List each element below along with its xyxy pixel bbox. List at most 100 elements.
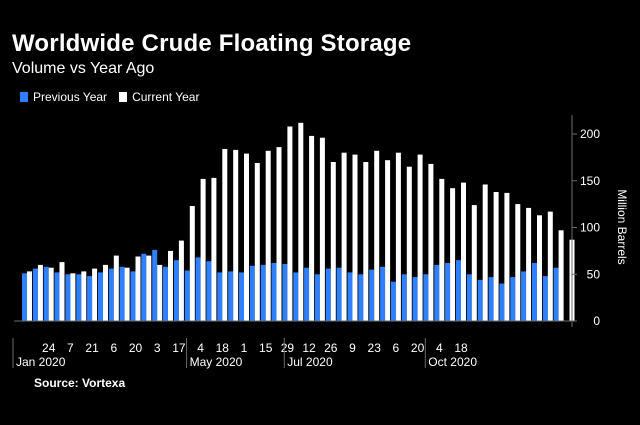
bar-current-year [363,162,369,321]
bar-previous-year [43,266,49,321]
bar-previous-year [87,276,93,321]
bar-current-year [48,267,54,321]
x-tick-label: 15 [259,341,273,355]
bar-previous-year [401,274,407,322]
legend-swatch-current-year [119,92,128,102]
bar-previous-year [152,249,158,321]
legend-swatch-previous-year [20,92,28,102]
bar-current-year [254,163,260,321]
bar-previous-year [369,269,375,321]
x-tick-label: 20 [129,341,143,355]
bar-current-year [439,178,445,321]
bar-previous-year [282,264,288,321]
x-period-label: Jan 2020 [16,355,66,369]
bar-current-year [395,152,401,321]
bar-previous-year [217,272,223,321]
bar-previous-year [65,274,71,322]
x-tick-label: 21 [85,341,99,355]
bar-current-year [103,264,108,321]
bar-previous-year [260,264,266,321]
bar-previous-year [293,272,299,321]
bar-current-year [244,153,249,321]
x-tick-label: 3 [154,341,161,355]
bar-previous-year [54,272,60,321]
bar-previous-year [314,274,320,322]
bar-current-year [341,152,347,321]
x-period-label: Jul 2020 [287,355,333,369]
chart-title: Worldwide Crude Floating Storage [12,30,412,57]
bar-current-year [374,150,380,321]
bar-previous-year [499,283,505,321]
bar-current-year [461,182,466,321]
bar-current-year [406,166,412,321]
bar-previous-year [466,274,472,322]
bar-previous-year [195,257,201,321]
bar-previous-year [347,272,353,321]
bar-previous-year [249,265,255,321]
bar-previous-year [412,277,418,321]
bar-previous-year [336,267,342,321]
x-tick-label: 6 [110,341,117,355]
bar-current-year [471,205,477,321]
bar-current-year [211,177,217,321]
bar-previous-year [358,274,364,322]
bar-current-year [287,126,293,321]
bar-previous-year [445,263,451,321]
bar-current-year [135,256,141,321]
bar-previous-year [521,271,527,321]
bar-previous-year [434,264,440,321]
chart-subtitle: Volume vs Year Ago [12,60,155,77]
x-tick-label: 7 [67,341,74,355]
bar-current-year [59,262,65,321]
x-tick-label: 26 [324,341,338,355]
bar-previous-year [304,267,310,321]
bar-previous-year [456,260,461,321]
legend-item-current-year: Current Year [119,90,199,104]
x-period-label: May 2020 [190,355,243,369]
bar-current-year [146,255,152,322]
bar-previous-year [76,274,82,322]
bar-current-year [233,149,239,321]
bar-previous-year [173,260,179,321]
bar-current-year [168,250,173,321]
y-tick-label: 50 [587,267,601,281]
x-tick-label: 29 [281,341,295,355]
bar-previous-year [228,271,234,321]
bar-current-year [92,268,98,321]
bar-current-year [385,160,391,321]
bar-previous-year [119,266,125,321]
bar-previous-year [532,263,537,321]
bar-previous-year [325,268,331,321]
bar-previous-year [553,267,559,321]
bar-current-year [558,230,564,321]
bar-previous-year [423,274,429,322]
bar-current-year [157,264,163,321]
bar-previous-year [108,268,114,321]
bar-current-year [70,273,76,321]
bar-current-year [417,154,423,321]
bar-previous-year [98,272,103,321]
bar-current-year [298,122,304,321]
x-tick-label: 18 [216,341,230,355]
bar-previous-year [141,253,147,321]
bar-previous-year [163,266,168,321]
x-tick-label: 17 [172,341,186,355]
bar-previous-year [380,266,386,321]
bar-current-year [330,162,336,321]
source-note: Source: Vortexa [34,376,126,390]
bar-current-year [309,135,315,321]
bar-current-year [27,271,32,321]
legend-label-previous-year: Previous Year [33,90,108,104]
bar-current-year [189,206,195,321]
bar-previous-year [22,273,27,321]
x-tick-label: 23 [368,341,382,355]
bar-current-year [222,149,228,321]
bar-previous-year [488,277,494,321]
x-tick-label: 18 [454,341,468,355]
bar-current-year [319,137,325,321]
x-tick-label: 12 [302,341,316,355]
y-axis-title: Million Barrels [615,189,629,264]
x-tick-label: 4 [197,341,204,355]
bar-previous-year [206,261,212,321]
